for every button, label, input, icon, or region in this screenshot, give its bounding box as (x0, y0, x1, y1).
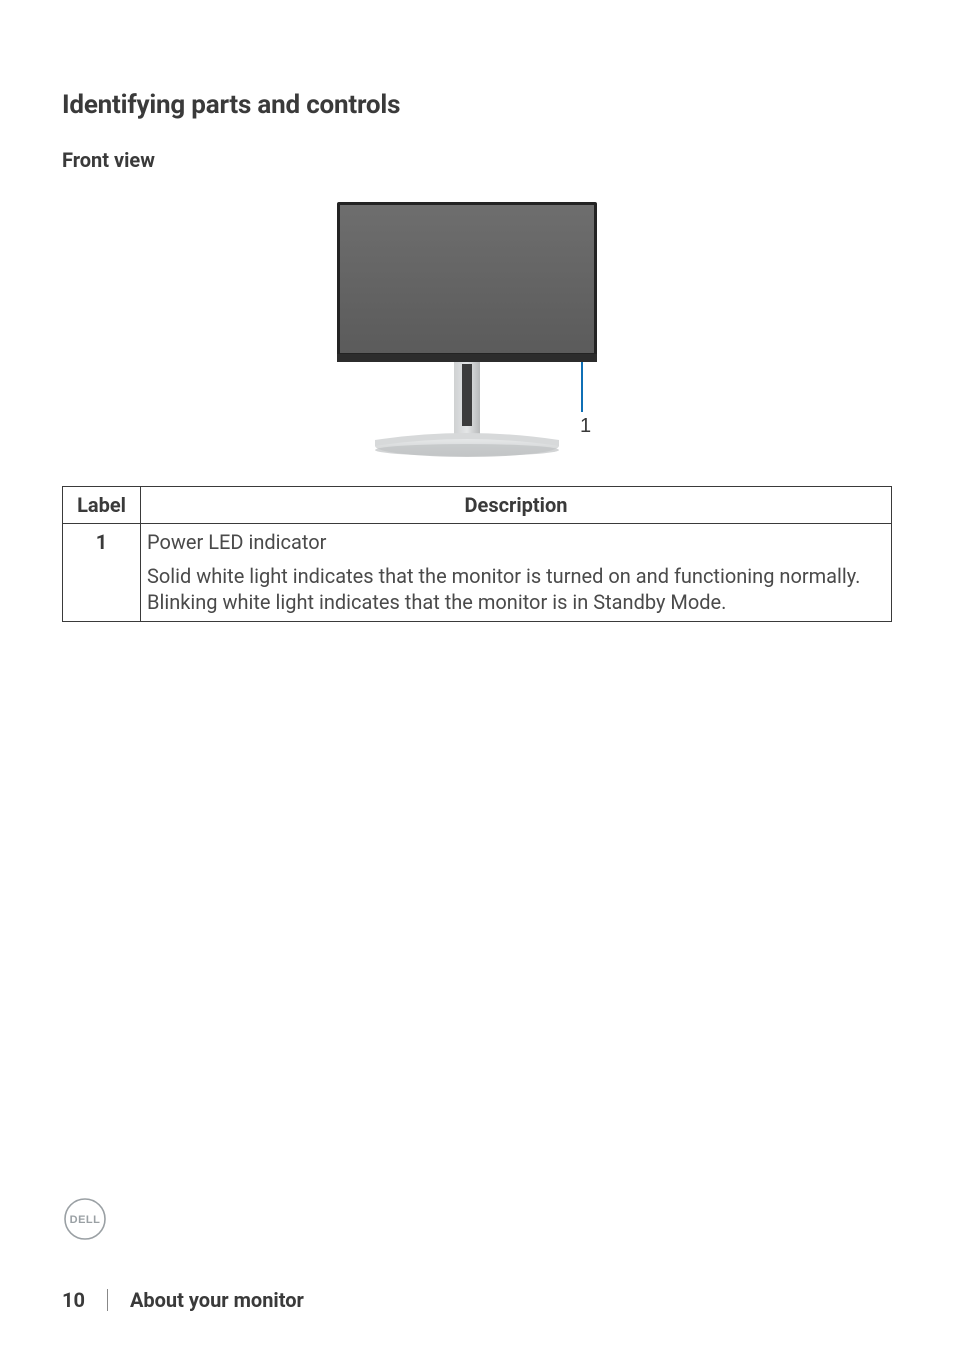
parts-table: Label Description 1 Power LED indicator … (62, 486, 892, 622)
th-label: Label (63, 487, 141, 524)
monitor-illustration: 1 (302, 194, 652, 464)
cell-label: 1 (63, 524, 141, 622)
dell-logo-text: DELL (70, 1214, 101, 1226)
table-row: 1 Power LED indicator Solid white light … (63, 524, 892, 622)
desc-detail: Solid white light indicates that the mon… (147, 564, 885, 615)
cell-description: Power LED indicator Solid white light in… (141, 524, 892, 622)
desc-title: Power LED indicator (147, 530, 885, 554)
callout-number: 1 (580, 415, 591, 437)
footer-section: About your monitor (130, 1288, 304, 1312)
dell-logo: DELL (62, 1196, 892, 1246)
th-description: Description (141, 487, 892, 524)
subsection-heading: Front view (62, 148, 892, 172)
monitor-front-figure: 1 (62, 194, 892, 468)
table-header-row: Label Description (63, 487, 892, 524)
page-number: 10 (62, 1288, 85, 1312)
footer-divider (107, 1289, 108, 1311)
page-footer: DELL 10 About your monitor (62, 1196, 892, 1312)
section-heading: Identifying parts and controls (62, 90, 892, 120)
